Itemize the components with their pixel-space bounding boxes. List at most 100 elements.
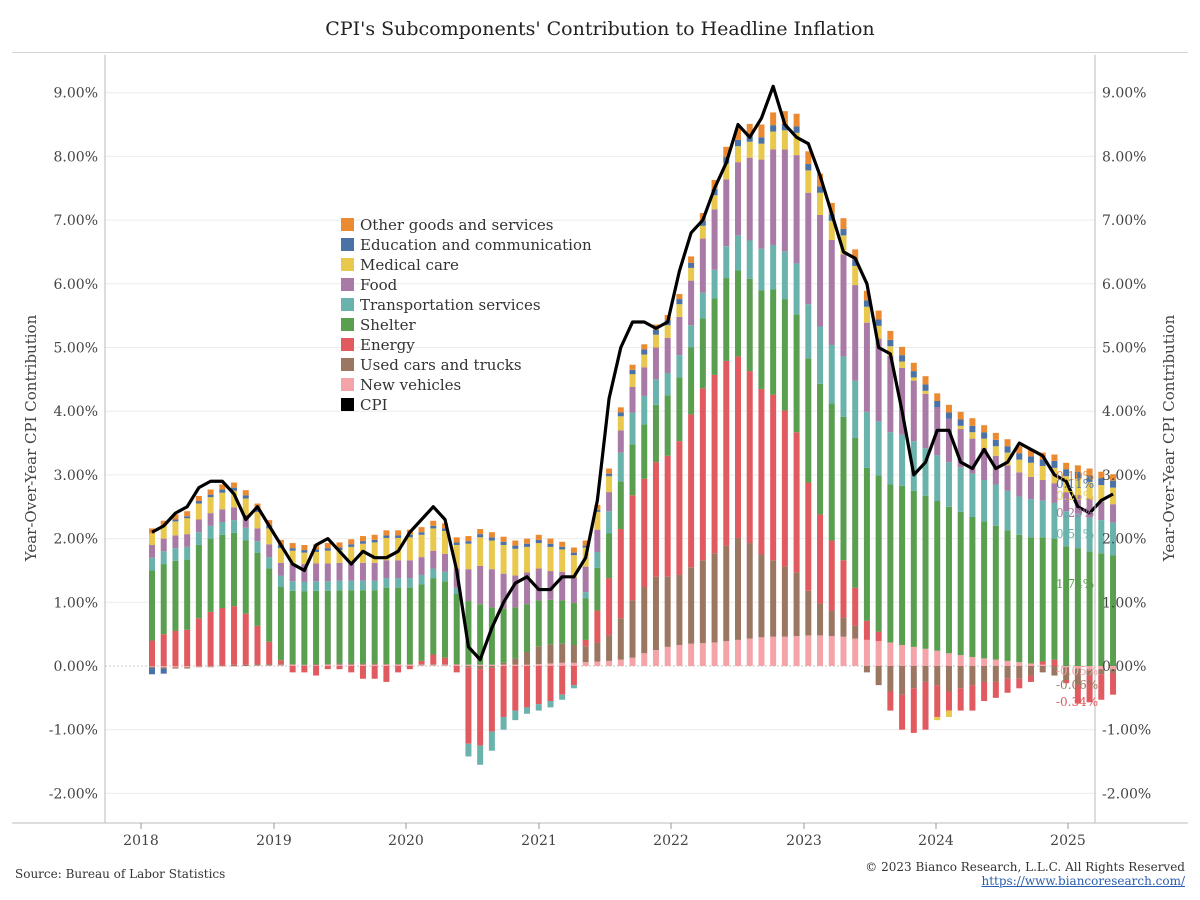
y-tick-label-right: 5.00% bbox=[1102, 341, 1146, 357]
bar-segment-transport bbox=[1028, 499, 1034, 538]
bar-segment-used bbox=[406, 664, 413, 665]
bar-segment-other bbox=[629, 364, 636, 370]
bar-segment-medical bbox=[723, 163, 730, 180]
bar-segment-shelter bbox=[992, 525, 999, 660]
bar-segment-food bbox=[160, 538, 167, 552]
bar-segment-other bbox=[1110, 474, 1117, 481]
x-tick-label: 2019 bbox=[256, 833, 292, 849]
bar-segment-medical bbox=[805, 170, 812, 193]
bar-segment-shelter bbox=[582, 598, 589, 640]
legend-label-medical: Medical care bbox=[360, 256, 459, 274]
bar-segment-new bbox=[1074, 666, 1081, 669]
bar-segment-shelter bbox=[922, 495, 929, 649]
bar-segment-transport bbox=[266, 557, 273, 569]
y-tick-label-left: -2.00% bbox=[49, 786, 98, 802]
bar-segment-educ bbox=[758, 137, 765, 144]
bar-segment-educ bbox=[594, 509, 601, 512]
bar-segment-medical bbox=[535, 543, 542, 569]
bar-segment-medical bbox=[992, 446, 999, 456]
bar-segment-energy bbox=[852, 587, 859, 626]
legend-label-cpi: CPI bbox=[360, 396, 388, 414]
bar-segment-food bbox=[922, 394, 929, 449]
bar-segment-used bbox=[805, 590, 812, 636]
y-tick-label-left: 5.00% bbox=[54, 341, 98, 357]
bar-segment-shelter bbox=[149, 570, 155, 641]
bar-segment-energy bbox=[910, 688, 917, 733]
bar-segment-medical bbox=[254, 511, 261, 529]
bar-segment-used bbox=[992, 666, 999, 682]
bar-segment-other bbox=[805, 151, 812, 165]
bar-segment-energy bbox=[606, 578, 613, 636]
website-link[interactable]: https://www.biancoresearch.com/ bbox=[981, 874, 1185, 888]
bar-segment-energy bbox=[535, 666, 542, 705]
end-labels: 0.10%0.11%0.26% 0.29% 0.51% 1.74% -0.05%-0.0… bbox=[1056, 469, 1098, 709]
bar-segment-new bbox=[535, 664, 542, 666]
bar-segment-used bbox=[840, 617, 847, 637]
bar-segment-shelter bbox=[594, 567, 601, 611]
bar-segment-medical bbox=[465, 543, 472, 570]
bar-segment-food bbox=[184, 534, 191, 547]
bar-segment-energy bbox=[1039, 661, 1046, 665]
bar-segment-educ bbox=[254, 508, 261, 512]
bar-segment-shelter bbox=[793, 314, 800, 433]
bar-segment-educ bbox=[887, 339, 894, 347]
bar-segment-transport bbox=[524, 707, 531, 714]
bar-segment-shelter bbox=[359, 590, 366, 664]
bar-segment-shelter bbox=[371, 590, 378, 664]
bar-segment-shelter bbox=[1063, 546, 1070, 666]
bar-segment-new bbox=[699, 643, 706, 666]
bar-segment-new bbox=[957, 655, 964, 666]
bar-segment-food bbox=[266, 544, 273, 558]
bar-segment-other bbox=[570, 547, 577, 553]
bar-segment-new bbox=[676, 644, 683, 666]
bar-segment-other bbox=[324, 543, 331, 549]
bar-segment-used bbox=[852, 625, 859, 639]
bar-segment-transport bbox=[711, 269, 718, 299]
bar-segment-energy bbox=[512, 666, 519, 711]
bar-segment-new bbox=[828, 636, 835, 666]
x-tick-label: 2018 bbox=[123, 833, 159, 849]
bar-segment-other bbox=[359, 536, 366, 542]
bar-segment-energy bbox=[817, 514, 824, 604]
bar-segment-food bbox=[570, 577, 577, 603]
bar-segment-transport bbox=[336, 580, 343, 591]
bar-segment-educ bbox=[184, 516, 191, 519]
bar-segment-shelter bbox=[336, 590, 343, 664]
bar-segment-educ bbox=[500, 541, 507, 545]
bar-segment-shelter bbox=[395, 587, 402, 665]
bar-segment-used bbox=[945, 666, 952, 692]
bar-segment-energy bbox=[1063, 680, 1070, 684]
bar-segment-medical bbox=[184, 518, 191, 535]
bar-segment-shelter bbox=[969, 516, 976, 658]
bar-segment-new bbox=[395, 664, 402, 666]
bar-segment-new bbox=[1039, 664, 1046, 666]
bar-segment-energy bbox=[418, 660, 425, 665]
bar-segment-other bbox=[266, 520, 273, 526]
bar-segment-medical bbox=[1110, 487, 1117, 505]
bar-segment-used bbox=[324, 664, 331, 665]
bar-segment-other bbox=[465, 536, 472, 542]
bar-segment-used bbox=[676, 574, 683, 645]
bar-segment-new bbox=[149, 666, 155, 667]
bar-segment-medical bbox=[688, 267, 695, 281]
y-tick-label-right: 1.00% bbox=[1102, 595, 1146, 611]
bar-segment-food bbox=[711, 209, 718, 270]
bar-segment-transport bbox=[992, 484, 999, 526]
bar-segment-food bbox=[1039, 480, 1046, 501]
bar-segment-transport bbox=[1110, 522, 1117, 556]
y-tick-label-left: 2.00% bbox=[54, 532, 98, 548]
bar-segment-other bbox=[430, 520, 437, 526]
bar-segment-medical bbox=[629, 374, 636, 387]
bar-segment-transport bbox=[383, 578, 390, 588]
x-tick-label: 2024 bbox=[918, 833, 954, 849]
bar-segment-new bbox=[324, 664, 331, 666]
bar-segment-energy bbox=[1110, 673, 1117, 695]
bar-segment-energy bbox=[442, 657, 448, 665]
bar-segment-new bbox=[359, 664, 366, 666]
bar-segment-educ bbox=[1110, 480, 1117, 488]
bar-segment-shelter bbox=[629, 444, 636, 496]
y-tick-label-left: 0.00% bbox=[54, 659, 98, 675]
bar-segment-energy bbox=[301, 666, 308, 673]
bar-segment-energy bbox=[664, 455, 671, 577]
